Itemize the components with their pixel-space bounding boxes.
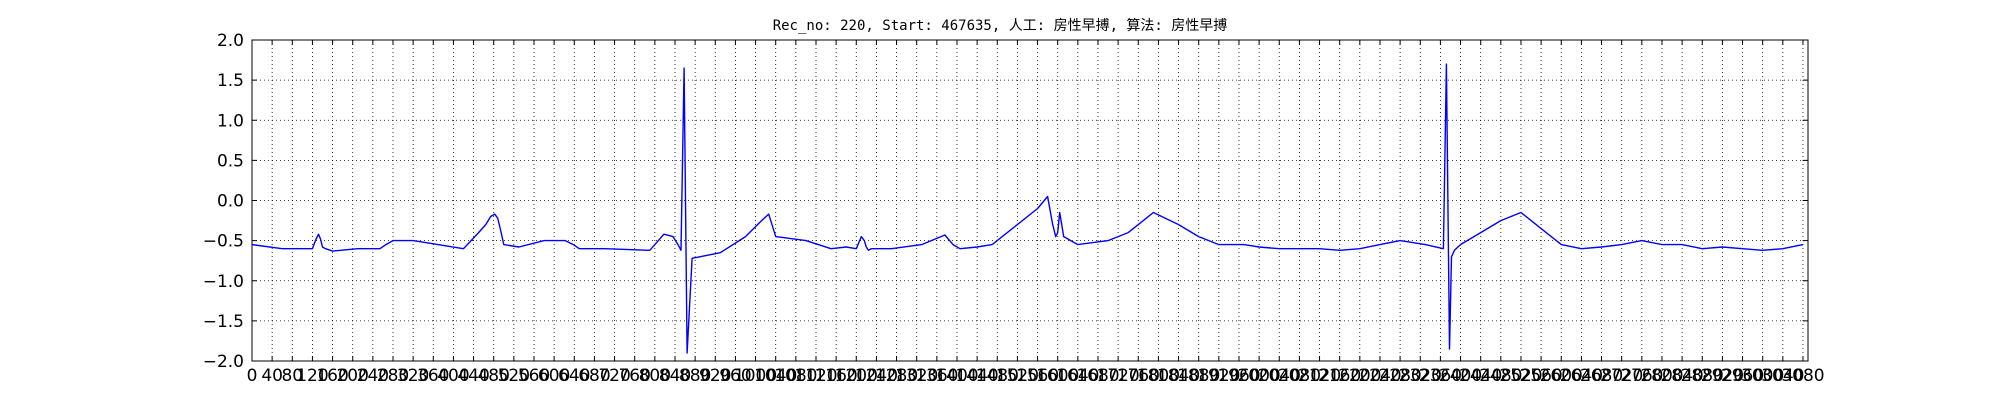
x-tick-label: 1320 <box>895 366 938 386</box>
y-tick-label: 0.0 <box>217 192 244 212</box>
x-tick-label: 240 <box>357 366 389 386</box>
y-tick-label: 2.0 <box>217 31 244 51</box>
x-tick-label: 2360 <box>1419 366 1462 386</box>
x-tick-label: 1960 <box>1217 366 1260 386</box>
x-tick-label: 2000 <box>1237 366 1280 386</box>
x-tick-label: 840 <box>659 366 691 386</box>
x-tick-label: 1680 <box>1076 366 1119 386</box>
x-tick-label: 680 <box>578 366 610 386</box>
y-tick-label: −1.0 <box>203 272 244 292</box>
series-layer <box>251 63 1804 354</box>
x-tick-label: 560 <box>518 366 550 386</box>
x-tick-label: 2720 <box>1600 366 1643 386</box>
x-tick-label: 2280 <box>1378 366 1421 386</box>
x-tick-label: 960 <box>719 366 751 386</box>
x-tick-label: 1080 <box>774 366 817 386</box>
ecg-trace-line <box>991 195 1244 246</box>
x-tick-label: 1200 <box>835 366 878 386</box>
x-tick-label: 2600 <box>1540 366 1583 386</box>
x-tick-label: 2440 <box>1459 366 1502 386</box>
x-tick-label: 520 <box>498 366 530 386</box>
x-tick-label: 1520 <box>996 366 1039 386</box>
x-tick-label: 1400 <box>935 366 978 386</box>
x-tick-label: 2160 <box>1318 366 1361 386</box>
x-tick-label: 800 <box>639 366 671 386</box>
x-tick-label: 360 <box>417 366 449 386</box>
x-tick-label: 3040 <box>1761 366 1804 386</box>
x-tick-label: 2080 <box>1278 366 1321 386</box>
x-tick-label: 400 <box>437 366 469 386</box>
x-tick-label: 160 <box>316 366 348 386</box>
x-tick-label: 1640 <box>1056 366 1099 386</box>
x-tick-label: 280 <box>377 366 409 386</box>
y-tick-label: 0.5 <box>217 151 244 171</box>
y-tick-label: 1.5 <box>217 71 244 91</box>
x-tick-label: 1440 <box>955 366 998 386</box>
x-tick-label: 880 <box>679 366 711 386</box>
ecg-trace-line <box>1243 63 1804 350</box>
x-tick-label: 2040 <box>1258 366 1301 386</box>
x-tick-label: 2240 <box>1358 366 1401 386</box>
x-tick-label: 2960 <box>1721 366 1764 386</box>
x-tick-label: 2840 <box>1660 366 1703 386</box>
x-tick-label: 1040 <box>754 366 797 386</box>
x-tick-label: 1120 <box>794 366 837 386</box>
x-tick-label: 2520 <box>1499 366 1542 386</box>
x-tick-label: 200 <box>336 366 368 386</box>
x-tick-label: 1720 <box>1096 366 1139 386</box>
x-tick-label: 1840 <box>1157 366 1200 386</box>
x-axis-ticks: 0 408012016020024028032036040044048052056… <box>247 40 1825 386</box>
x-tick-label: 320 <box>397 366 429 386</box>
x-tick-label: 440 <box>457 366 489 386</box>
x-tick-label: 2200 <box>1338 366 1381 386</box>
x-tick-label: 120 <box>296 366 328 386</box>
y-tick-label: −0.5 <box>203 232 244 252</box>
x-tick-label: 2680 <box>1580 366 1623 386</box>
x-tick-label: 480 <box>477 366 509 386</box>
x-tick-label: 760 <box>618 366 650 386</box>
x-tick-label: 2760 <box>1620 366 1663 386</box>
x-tick-label: 1760 <box>1117 366 1160 386</box>
x-tick-label: 2880 <box>1681 366 1724 386</box>
grid <box>251 39 1808 362</box>
x-tick-label: 1800 <box>1137 366 1180 386</box>
x-tick-label: 1280 <box>875 366 918 386</box>
x-tick-label: 2480 <box>1479 366 1522 386</box>
x-tick-label: 1160 <box>814 366 857 386</box>
y-tick-label: −2.0 <box>203 352 244 372</box>
x-tick-label: 3080 <box>1781 366 1824 386</box>
x-tick-label: 720 <box>598 366 630 386</box>
x-tick-label: 80 <box>281 366 303 386</box>
x-tick-label: 2320 <box>1399 366 1442 386</box>
y-tick-label: −1.5 <box>203 312 244 332</box>
chart-title: Rec_no: 220, Start: 467635, 人工: 房性早搏, 算法… <box>773 17 1228 34</box>
x-tick-label: 2800 <box>1640 366 1683 386</box>
x-tick-label: 1360 <box>915 366 958 386</box>
x-tick-label: 2120 <box>1298 366 1341 386</box>
x-tick-label: 920 <box>699 366 731 386</box>
ecg-trace-line <box>251 67 993 354</box>
x-tick-label: 40 <box>261 366 283 386</box>
x-tick-label: 2400 <box>1439 366 1482 386</box>
y-tick-label: 1.0 <box>217 111 244 131</box>
x-tick-label: 2920 <box>1701 366 1744 386</box>
x-tick-label: 1000 <box>734 366 777 386</box>
x-tick-label: 1600 <box>1036 366 1079 386</box>
x-tick-label: 640 <box>558 366 590 386</box>
x-tick-label: 1480 <box>976 366 1019 386</box>
x-tick-label: 2560 <box>1519 366 1562 386</box>
x-tick-label: 1560 <box>1016 366 1059 386</box>
x-tick-label: 0 <box>247 366 258 386</box>
x-tick-label: 1240 <box>855 366 898 386</box>
x-tick-label: 1920 <box>1197 366 1240 386</box>
x-tick-label: 3000 <box>1741 366 1784 386</box>
x-tick-label: 1880 <box>1177 366 1220 386</box>
y-axis-ticks: −2.0 −1.5 −1.0 −0.5 0.0 0.5 1.0 1.5 2.0 <box>203 31 1808 372</box>
x-tick-label: 600 <box>538 366 570 386</box>
x-tick-label: 2640 <box>1560 366 1603 386</box>
